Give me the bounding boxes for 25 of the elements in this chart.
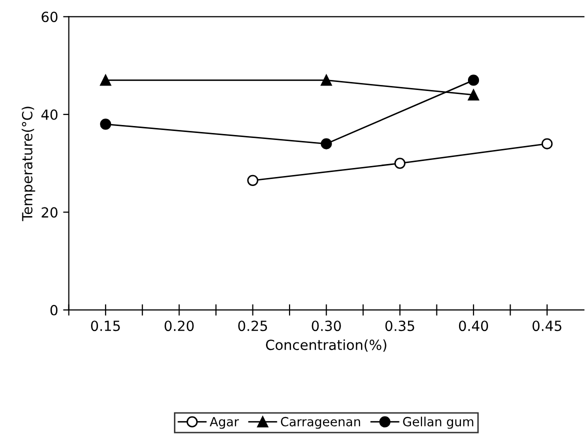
x-tick-label: 0.45 [532, 320, 562, 332]
legend-label: Carrageenan [280, 416, 360, 429]
point [100, 74, 112, 86]
x-tick-label: 0.20 [164, 320, 194, 332]
y-tick-label: 60 [42, 12, 58, 22]
y-axis-title: Temperature(°C) [22, 106, 36, 222]
x-tick-label: 0.25 [238, 320, 268, 332]
x-tick-label: 0.40 [458, 320, 488, 332]
point [394, 158, 406, 169]
point [100, 118, 112, 130]
point [320, 74, 332, 86]
point [468, 74, 480, 86]
y-tick-label: 20 [42, 207, 58, 218]
point [247, 174, 258, 186]
x-tick-label: 0.15 [91, 320, 120, 332]
legend-label: Gellan gum [403, 416, 474, 429]
x-axis-title: Concentration(%) [266, 339, 386, 352]
legend-label: Agar [210, 417, 239, 429]
x-tick-label: 0.35 [385, 320, 414, 332]
y-tick-label: 40 [41, 109, 58, 120]
point [468, 89, 480, 100]
y-tick-label: 0 [50, 304, 58, 316]
point [320, 138, 332, 150]
point [542, 138, 553, 150]
x-tick-label: 0.30 [312, 320, 341, 332]
